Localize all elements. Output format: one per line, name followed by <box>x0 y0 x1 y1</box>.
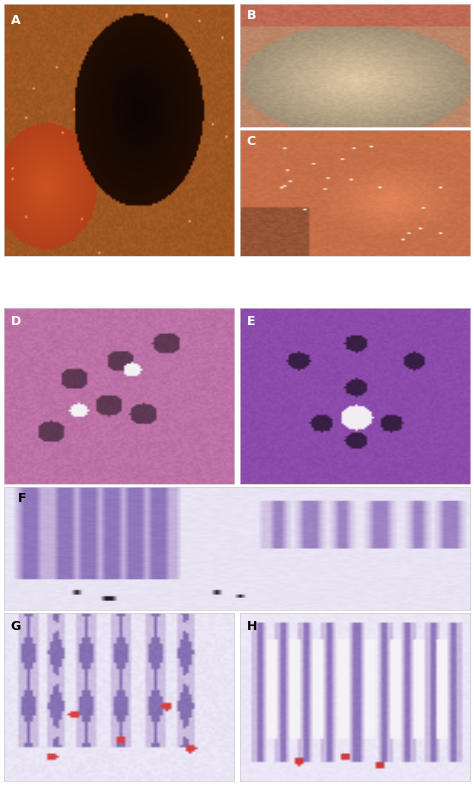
Text: H: H <box>247 619 257 633</box>
Text: G: G <box>11 619 21 633</box>
Text: D: D <box>11 315 21 328</box>
Text: C: C <box>247 135 256 148</box>
Text: E: E <box>247 315 255 328</box>
Text: B: B <box>247 9 256 22</box>
Text: A: A <box>11 14 20 27</box>
Text: F: F <box>18 492 26 506</box>
